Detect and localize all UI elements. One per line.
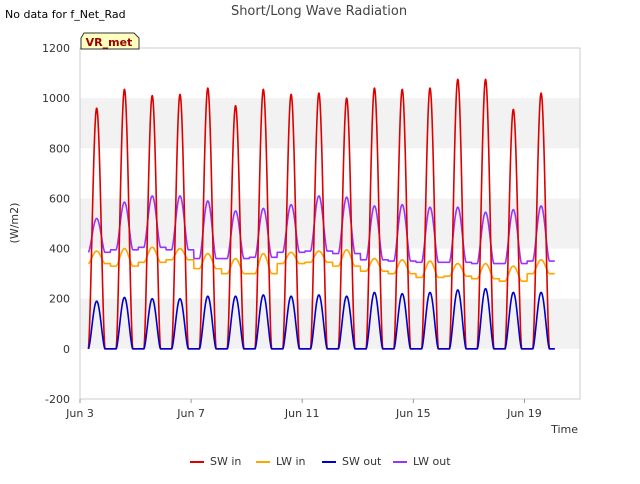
x-tick-label: Jun 19: [506, 407, 542, 420]
badge: VR_met: [80, 32, 140, 50]
series-line-lw-in: [87, 246, 556, 282]
y-tick-label: 1200: [42, 42, 70, 55]
legend-item: SW out: [322, 455, 382, 468]
series-line-lw-out: [87, 195, 556, 265]
grid-band: [80, 98, 580, 149]
legend-item: LW in: [256, 455, 306, 468]
y-tick-label: -200: [45, 393, 70, 406]
legend-item: LW out: [393, 455, 451, 468]
x-tick-label: Jun 15: [395, 407, 431, 420]
y-tick-label: 200: [49, 293, 70, 306]
grid-band: [80, 348, 580, 399]
grid-band: [80, 198, 580, 249]
plot-frame: [79, 47, 581, 400]
legend: SW in LW in SW out LW out: [190, 455, 451, 468]
series-lines: [87, 78, 556, 350]
y-axis-label: (W/m2): [8, 203, 21, 244]
y-tick-label: 1000: [42, 92, 70, 105]
y-tick-label: 800: [49, 142, 70, 155]
badge-label: VR_met: [86, 36, 133, 49]
grid-band: [80, 248, 580, 299]
x-axis-ticks: Jun 3 Jun 7 Jun 11 Jun 15 Jun 19: [65, 399, 542, 420]
grid-band: [80, 48, 580, 99]
chart-title: Short/Long Wave Radiation: [231, 4, 407, 19]
legend-item: SW in: [190, 455, 241, 468]
legend-label: LW out: [413, 455, 451, 468]
grid-band: [80, 148, 580, 199]
grid-band: [80, 298, 580, 349]
y-tick-label: 600: [49, 192, 70, 205]
y-axis-ticks: -200 0 200 400 600 800 1000 1200: [42, 42, 70, 406]
x-tick-label: Jun 11: [284, 407, 320, 420]
x-axis-label: Time: [550, 423, 578, 436]
x-tick-label: Jun 3: [65, 407, 94, 420]
legend-label: SW out: [342, 455, 382, 468]
y-tick-label: 400: [49, 243, 70, 256]
legend-label: SW in: [210, 455, 241, 468]
x-tick-label: Jun 7: [176, 407, 205, 420]
y-tick-label: 0: [63, 343, 70, 356]
series-line-sw-out: [87, 287, 556, 350]
legend-label: LW in: [276, 455, 306, 468]
badge-shape: [80, 32, 140, 50]
grid-bands: [80, 48, 580, 399]
no-data-note: No data for f_Net_Rad: [5, 8, 126, 21]
